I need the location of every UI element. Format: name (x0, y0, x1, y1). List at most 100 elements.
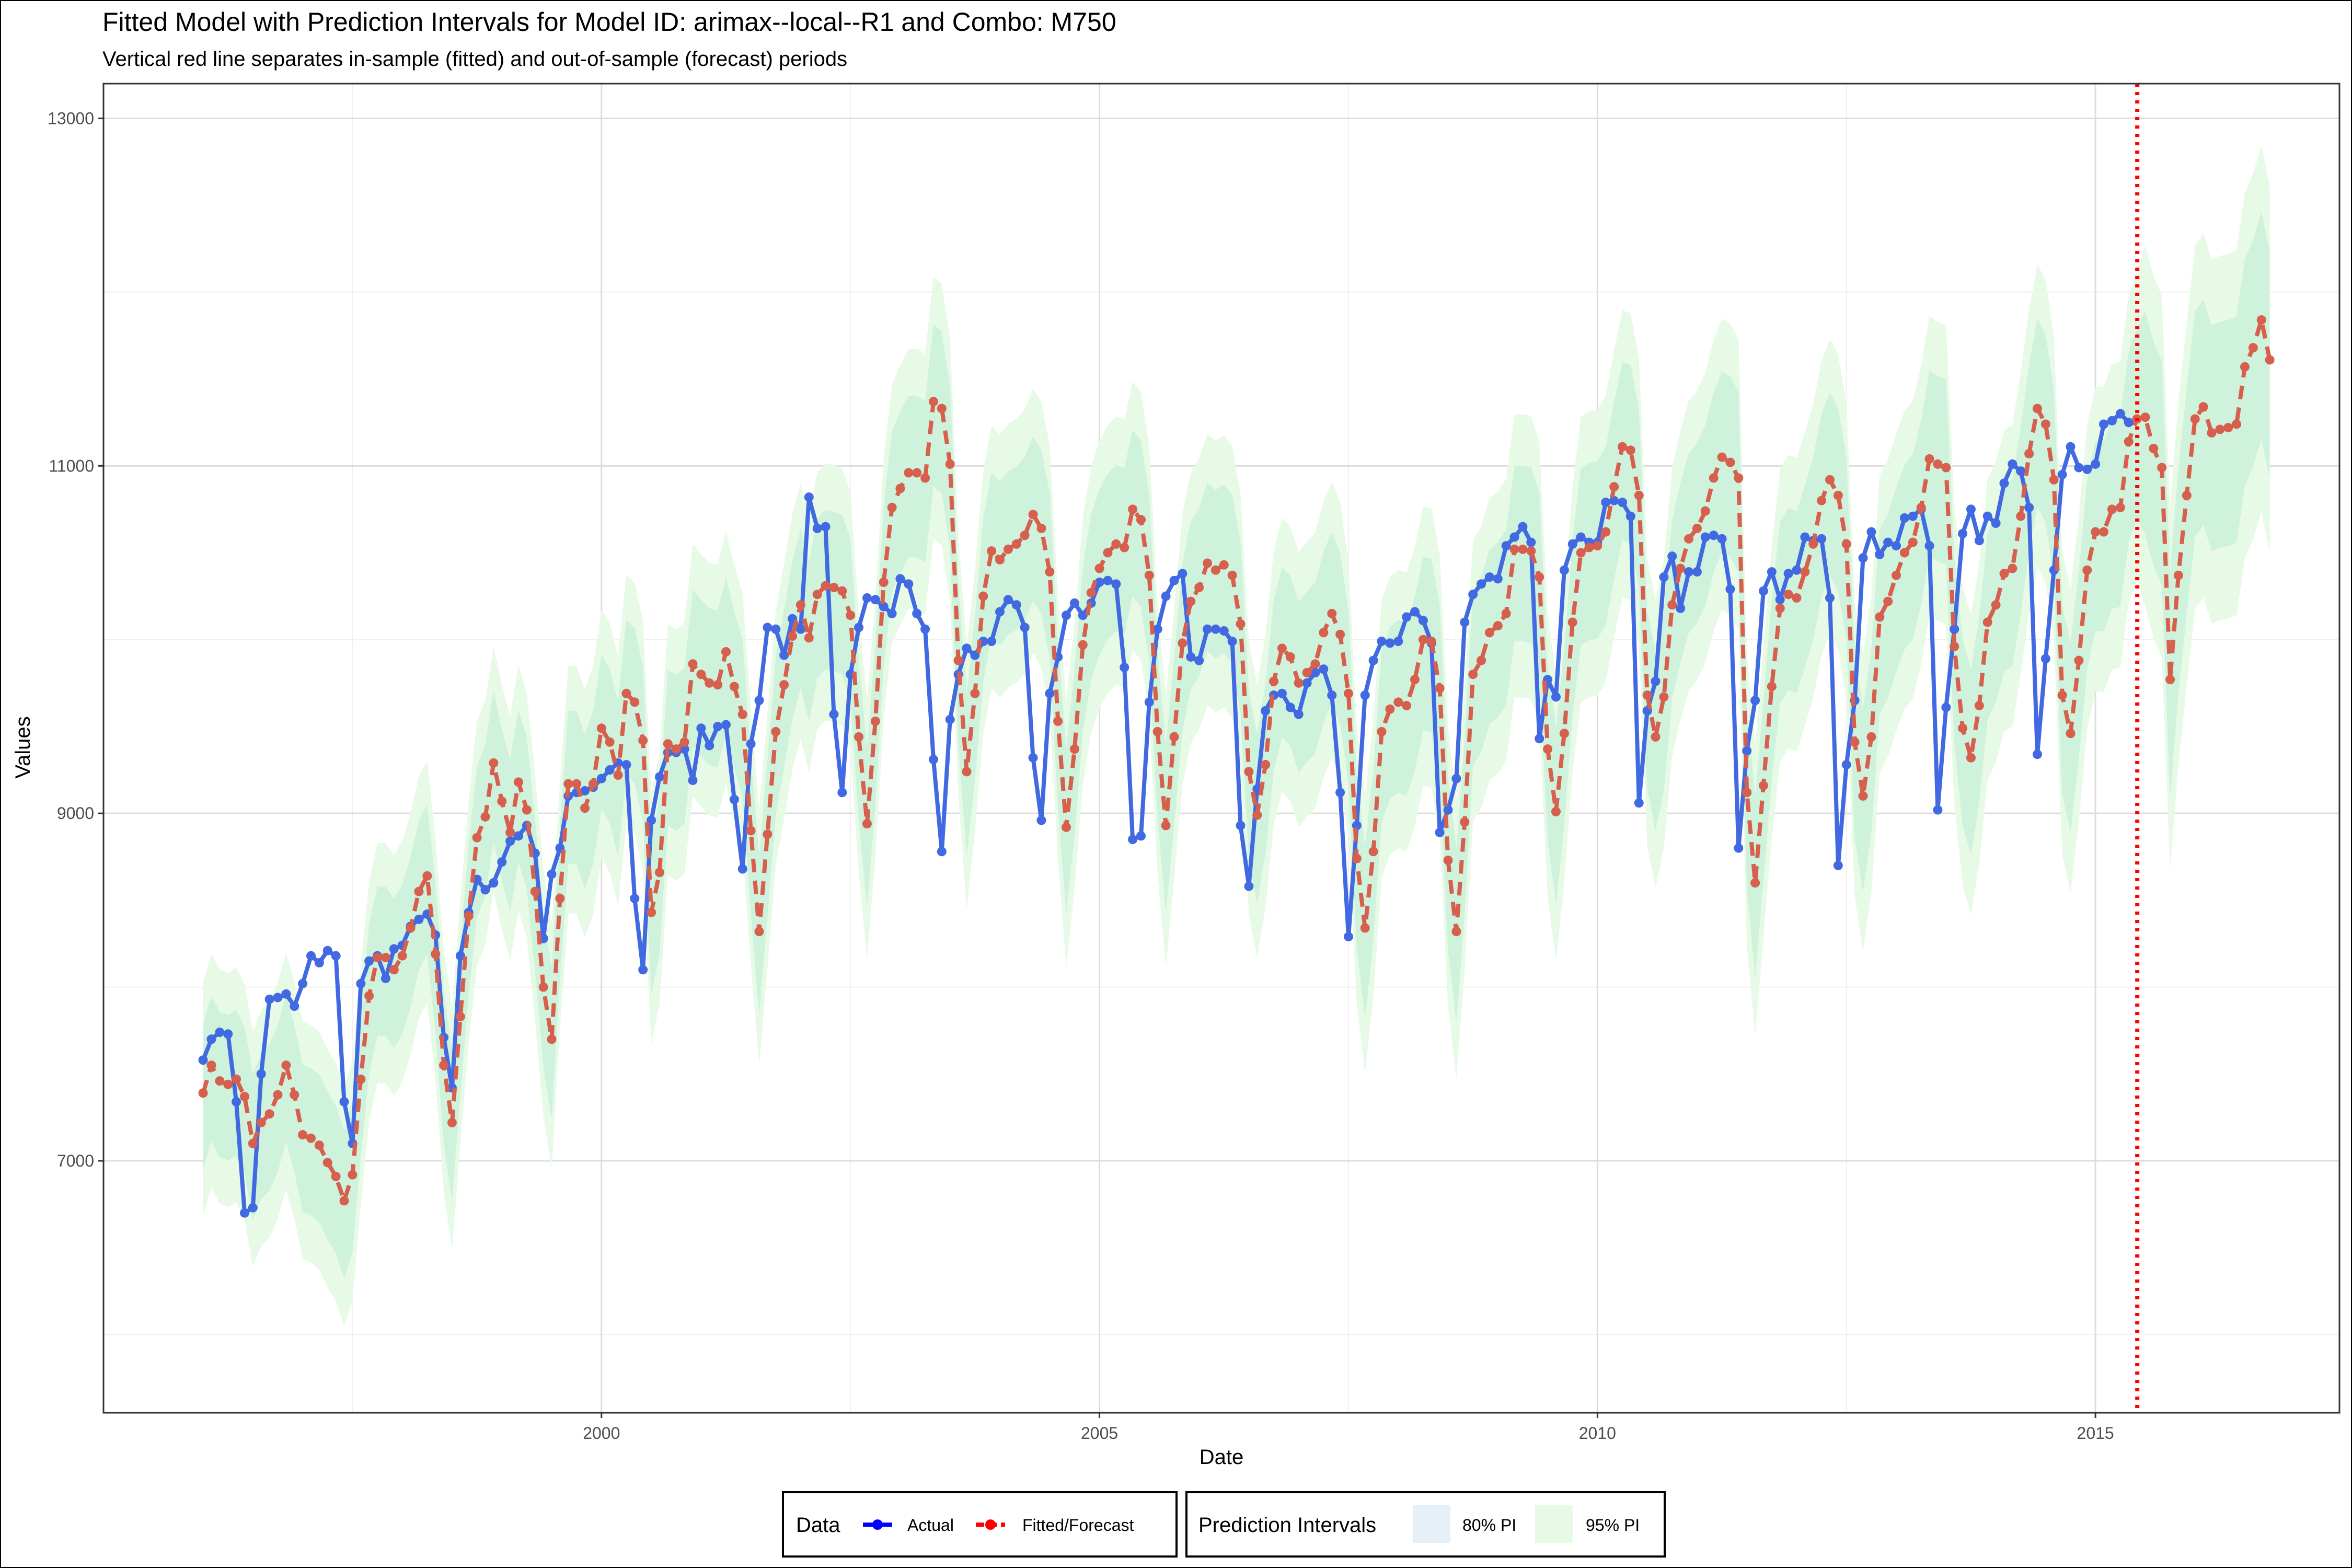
actual-point (1892, 541, 1901, 551)
fitted-point (763, 829, 773, 839)
fitted-point (281, 1060, 291, 1070)
actual-point (547, 869, 557, 879)
fitted-point (2032, 403, 2042, 413)
actual-point (1734, 843, 1744, 853)
actual-point (2099, 419, 2109, 429)
actual-point (1219, 626, 1229, 636)
fitted-point (1725, 457, 1735, 467)
fitted-point (1377, 727, 1387, 736)
fitted-point (1210, 565, 1220, 575)
fitted-point (1899, 548, 1909, 558)
legend-fitted-dot (985, 1519, 996, 1530)
fitted-point (1036, 523, 1046, 533)
legend-actual-dot (872, 1519, 883, 1530)
actual-point (290, 1001, 299, 1011)
fitted-point (1261, 760, 1271, 770)
actual-point (1709, 531, 1719, 540)
fitted-point (654, 868, 664, 878)
fitted-point (2149, 444, 2159, 454)
fitted-point (580, 803, 590, 813)
actual-point (480, 885, 490, 895)
actual-point (1078, 610, 1088, 620)
fitted-point (1501, 608, 1511, 618)
actual-point (937, 847, 947, 857)
actual-point (1767, 567, 1777, 577)
fitted-point (2215, 424, 2225, 434)
actual-point (1933, 805, 1943, 815)
fitted-point (422, 871, 432, 881)
fitted-point (638, 735, 648, 745)
actual-point (654, 772, 664, 782)
actual-point (1974, 536, 1984, 546)
fitted-point (1368, 847, 1378, 857)
actual-point (2082, 464, 2092, 474)
fitted-point (987, 546, 997, 556)
actual-point (1094, 578, 1104, 587)
fitted-point (721, 647, 731, 657)
actual-point (364, 956, 374, 966)
fitted-point (2008, 563, 2017, 573)
legend-pi95-swatch (1535, 1505, 1573, 1543)
actual-point (1186, 652, 1196, 662)
actual-point (389, 944, 399, 954)
actual-point (256, 1069, 266, 1079)
actual-point (1343, 932, 1353, 942)
fitted-point (1144, 570, 1154, 580)
fitted-point (389, 965, 399, 975)
fitted-point (563, 779, 573, 789)
actual-point (995, 607, 1005, 617)
fitted-point (1584, 543, 1594, 552)
actual-point (721, 720, 731, 730)
fitted-point (713, 680, 723, 690)
actual-point (1866, 527, 1876, 537)
fitted-point (737, 709, 747, 719)
fitted-point (1559, 729, 1569, 739)
fitted-point (679, 737, 689, 747)
fitted-point (2265, 355, 2275, 365)
fitted-point (1410, 675, 1420, 685)
actual-point (895, 574, 905, 584)
fitted-point (480, 812, 490, 822)
actual-point (854, 622, 864, 632)
actual-point (1302, 678, 1312, 688)
fitted-point (1518, 544, 1528, 554)
actual-point (1991, 518, 2001, 528)
actual-point (1410, 607, 1420, 617)
actual-point (945, 714, 955, 724)
fitted-point (256, 1117, 266, 1127)
fitted-point (1717, 452, 1727, 462)
y-tick-label: 13000 (48, 109, 94, 128)
fitted-point (2024, 449, 2034, 459)
fitted-point (1651, 732, 1661, 742)
fitted-point (2082, 565, 2092, 575)
fitted-point (273, 1090, 283, 1100)
fitted-point (771, 727, 781, 736)
actual-point (1327, 690, 1337, 700)
y-tick-label: 7000 (57, 1151, 94, 1170)
actual-point (879, 602, 889, 612)
actual-point (779, 650, 789, 660)
x-axis-ticks: 2000 2005 2010 2015 (583, 1413, 2114, 1443)
fitted-line (201, 318, 2272, 1203)
actual-point (580, 786, 590, 795)
fitted-point (1120, 543, 1129, 552)
fitted-point (804, 633, 814, 643)
fitted-point (464, 911, 474, 921)
actual-point (696, 723, 706, 733)
fitted-point (821, 581, 831, 591)
fitted-point (2232, 419, 2242, 429)
actual-point (1152, 624, 1162, 634)
fitted-point (447, 1117, 457, 1127)
actual-point (1667, 551, 1677, 561)
actual-point (455, 951, 465, 961)
actual-point (713, 721, 723, 731)
fitted-point (1493, 621, 1503, 631)
fitted-point (2240, 362, 2250, 372)
fitted-point (1601, 527, 1611, 537)
fitted-point (1020, 531, 1030, 540)
chart-title: Fitted Model with Prediction Intervals f… (102, 7, 1116, 37)
actual-point (1236, 821, 1246, 831)
actual-point (1468, 590, 1478, 599)
fitted-series (198, 315, 2275, 1206)
